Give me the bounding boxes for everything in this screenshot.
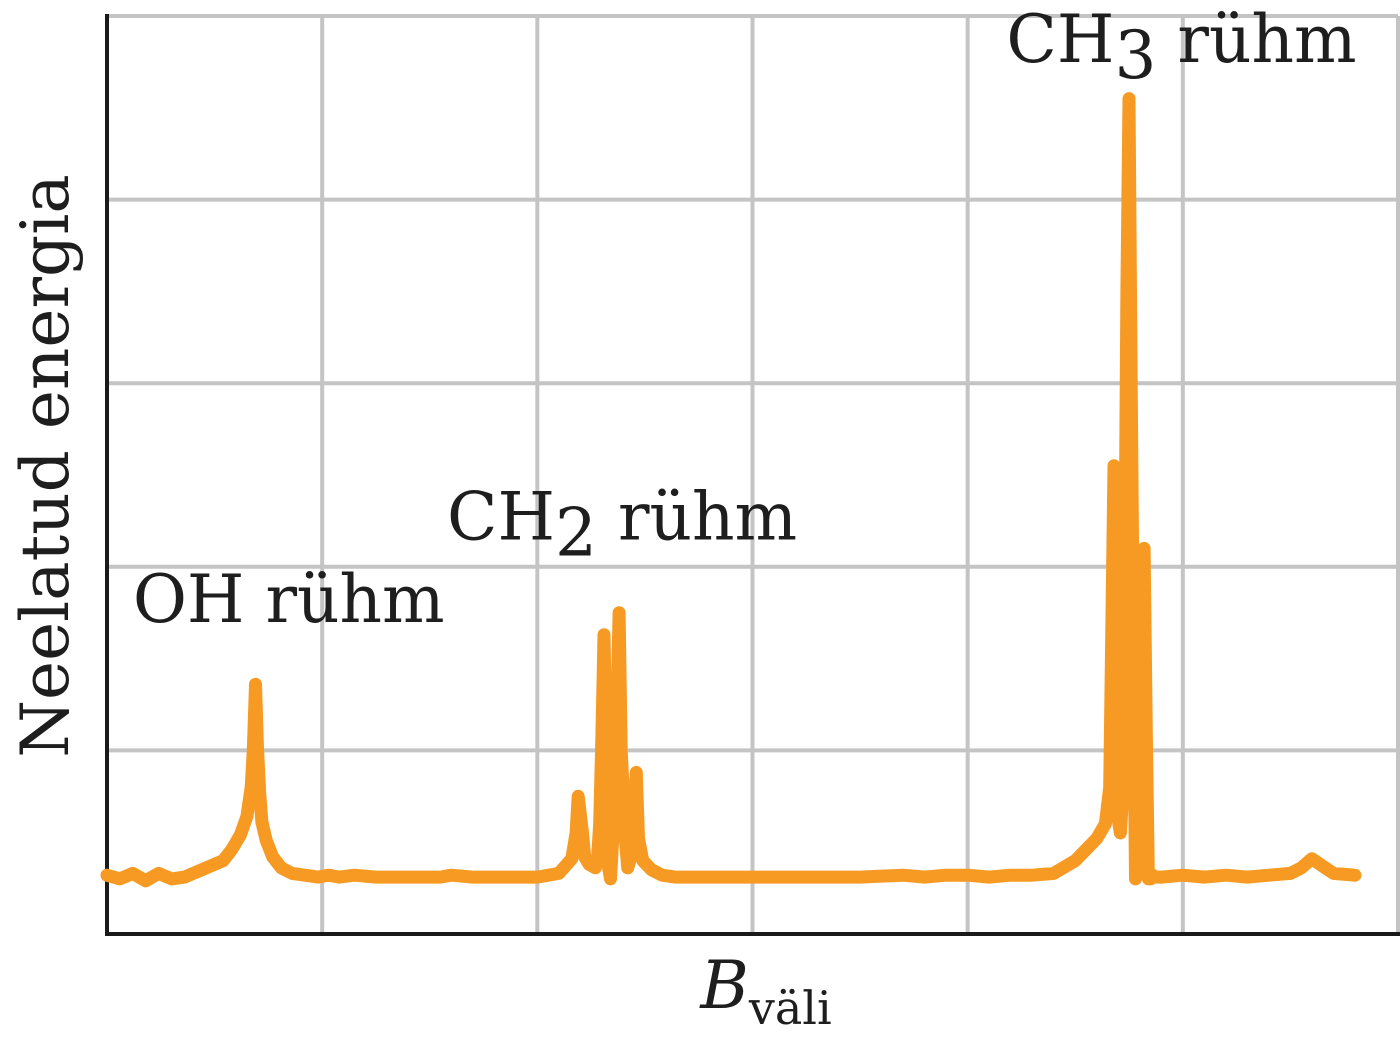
x-axis-label-subscript: väli xyxy=(748,981,832,1035)
y-axis-label: Neelatud energia xyxy=(7,174,84,757)
x-axis-label-main: B xyxy=(699,947,749,1024)
x-axis-label: Bväli xyxy=(699,947,831,1035)
grid xyxy=(107,14,1400,934)
peak-annotation: OH rühm xyxy=(133,561,445,638)
axes xyxy=(105,14,1400,936)
series-group xyxy=(100,92,1362,888)
peak-annotation: CH3 rühm xyxy=(1006,1,1356,94)
peak-annotation: CH2 rühm xyxy=(447,478,797,571)
spectrum-line xyxy=(100,92,1362,888)
